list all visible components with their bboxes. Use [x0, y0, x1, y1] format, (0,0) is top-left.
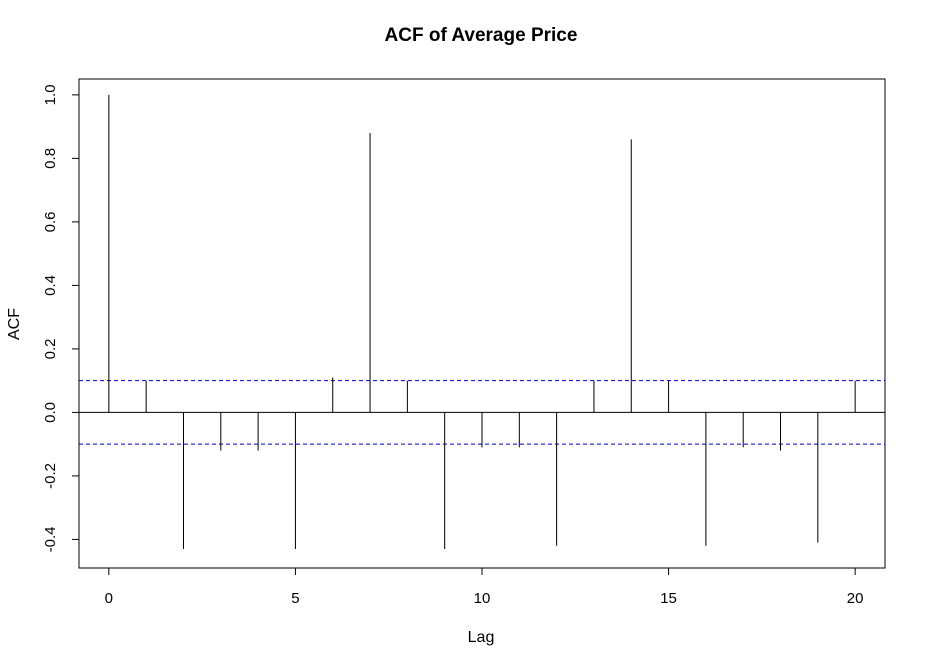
y-tick-label: 0.0: [42, 402, 59, 423]
plot-frame: [78, 78, 886, 569]
x-tick-label: 5: [291, 590, 299, 607]
y-tick-label: 0.4: [42, 275, 59, 296]
x-tick-label: 10: [474, 590, 491, 607]
x-axis-label: Lag: [468, 629, 495, 646]
x-tick-label: 0: [105, 590, 113, 607]
chart-marks: 0 5 10 15 20 -0.4 -0.2 0.0 0.2 0.4 0.6 0.8 1.0: [42, 84, 885, 607]
x-tick-label: 20: [847, 590, 864, 607]
y-tick-label: -0.2: [42, 463, 59, 489]
y-tick-label: -0.4: [42, 526, 59, 552]
y-axis-label: ACF: [6, 308, 23, 340]
y-tick-label: 1.0: [42, 84, 59, 105]
y-tick-label: 0.8: [42, 148, 59, 169]
x-tick-label: 15: [660, 590, 677, 607]
y-tick-label: 0.2: [42, 338, 59, 359]
chart-title: ACF of Average Price: [385, 25, 578, 46]
y-tick-label: 0.6: [42, 211, 59, 232]
